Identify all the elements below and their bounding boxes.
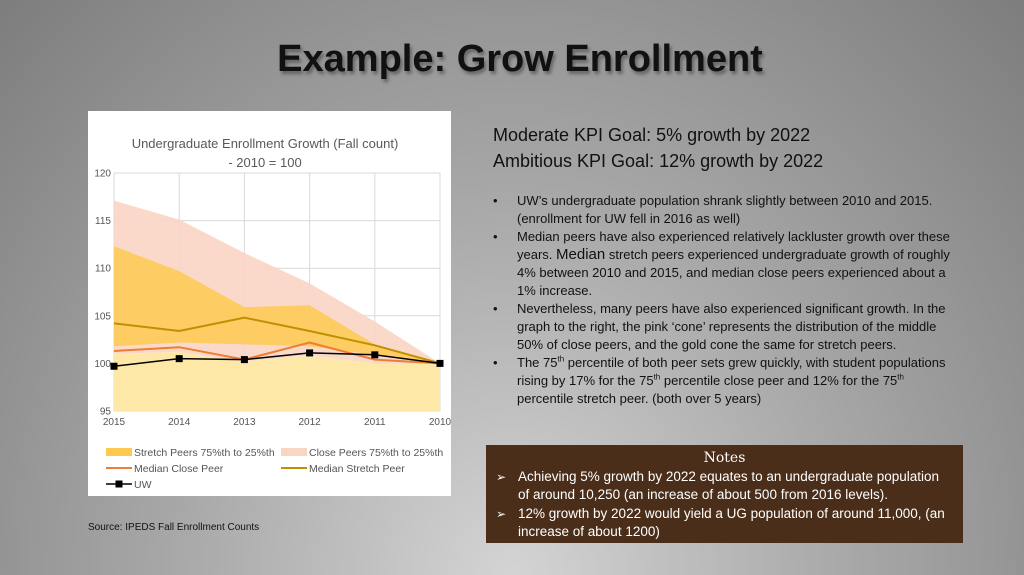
uw-data-point — [436, 359, 444, 367]
note-item: ➢ 12% growth by 2022 would yield a UG pop… — [496, 506, 945, 539]
uw-data-point — [240, 356, 248, 364]
y-tick-label: 105 — [94, 311, 111, 322]
uw-data-point — [306, 349, 314, 357]
x-tick-label: 2013 — [233, 417, 256, 428]
x-tick-label: 2012 — [298, 417, 321, 428]
bullet-item: • Nevertheless, many peers have also expe… — [493, 301, 946, 352]
notes-title: Notes — [703, 450, 746, 466]
x-tick-label: 2011 — [364, 417, 386, 428]
bullet-item: • The 75th percentile of both peer sets g… — [493, 354, 946, 406]
bullet-item: • Median peers have also experienced rela… — [493, 229, 950, 298]
legend-label-close-peers: Close Peers 75%th to 25%th — [309, 447, 443, 459]
legend-label-median-stretch: Median Stretch Peer — [309, 463, 405, 475]
legend-label-uw: UW — [134, 479, 152, 491]
ambitious-kpi-goal: Ambitious KPI Goal: 12% growth by 2022 — [493, 151, 824, 171]
bullet-list: • UW’s undergraduate population shrank sl… — [493, 192, 958, 408]
notes-box: Notes ➢ Achieving 5% growth by 2022 equat… — [486, 445, 963, 543]
legend-swatch-stretch-peers — [106, 448, 132, 456]
uw-line — [113, 352, 441, 368]
slide-title: Example: Grow Enrollment — [277, 38, 763, 80]
legend-swatch-close-peers — [281, 448, 307, 456]
x-tick-label: 2015 — [103, 417, 126, 428]
median-close-peer-line — [113, 341, 441, 365]
median-stretch-peer-line — [113, 316, 441, 365]
chart-panel: Undergraduate Enrollment Growth (Fall co… — [88, 111, 451, 496]
stretch-peers-band — [114, 246, 440, 364]
y-tick-label: 120 — [94, 169, 111, 180]
bullet-dot-icon: • — [493, 301, 498, 316]
moderate-kpi-goal: Moderate KPI Goal: 5% growth by 2022 — [493, 125, 811, 145]
y-tick-label: 100 — [94, 359, 111, 370]
source-note: Source: IPEDS Fall Enrollment Counts — [88, 522, 260, 533]
bullet-dot-icon: • — [493, 229, 498, 244]
kpi-goals: Moderate KPI Goal: 5% growth by 2022 Amb… — [493, 122, 823, 174]
y-tick-label: 95 — [100, 407, 112, 418]
legend-marker-uw — [115, 480, 123, 488]
arrow-bullet-icon: ➢ — [496, 507, 507, 521]
notes-list: ➢ Achieving 5% growth by 2022 equates to … — [496, 468, 953, 541]
bullet-dot-icon: • — [493, 355, 498, 370]
uw-data-point — [371, 351, 379, 359]
uw-data-point — [110, 362, 118, 370]
uw-data-point — [175, 355, 183, 363]
bullet-dot-icon: • — [493, 193, 498, 208]
arrow-bullet-icon: ➢ — [496, 470, 507, 484]
legend-label-stretch-peers: Stretch Peers 75%th to 25%th — [134, 447, 275, 459]
bullet-item: • UW’s undergraduate population shrank sl… — [493, 193, 933, 226]
legend-label-median-close: Median Close Peer — [134, 463, 224, 475]
y-tick-label: 110 — [95, 264, 111, 275]
chart-subtitle: - 2010 = 100 — [228, 155, 301, 170]
x-tick-label: 2014 — [168, 417, 191, 428]
chart-title: Undergraduate Enrollment Growth (Fall co… — [132, 136, 399, 151]
y-tick-label: 115 — [95, 216, 111, 227]
enrollment-chart: Undergraduate Enrollment Growth (Fall co… — [94, 136, 451, 491]
note-item: ➢ Achieving 5% growth by 2022 equates to … — [496, 469, 940, 502]
x-tick-label: 2010 — [429, 417, 451, 428]
base-area — [114, 346, 440, 411]
